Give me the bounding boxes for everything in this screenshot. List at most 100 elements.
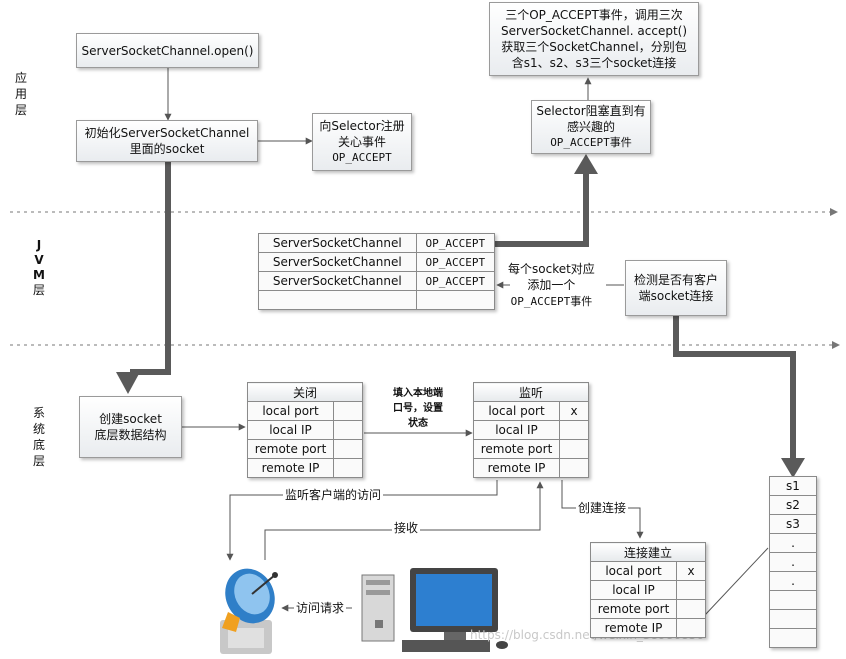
arrow-established-to-queue xyxy=(704,547,769,616)
bind-note: 填入本地端 口号，设置 状态 xyxy=(393,386,443,431)
table-row: local IP xyxy=(247,420,363,440)
box-text: ServerSocketChannel.open() xyxy=(81,43,254,58)
box-text: 检测是否有客户 xyxy=(633,273,718,287)
established-socket-table: 连接建立 local port x local IP remote port re… xyxy=(590,542,706,638)
table-cell: x xyxy=(676,561,706,581)
note-line: 状态 xyxy=(408,418,428,429)
box-text: 底层数据结构 xyxy=(94,428,167,442)
table-cell: OP_ACCEPT xyxy=(415,252,496,272)
table-row: remote IP xyxy=(473,458,589,478)
box-text: 感兴趣的 xyxy=(566,120,615,134)
queue-slot: s3 xyxy=(769,514,817,534)
table-cell xyxy=(333,439,363,459)
table-cell: local IP xyxy=(247,420,334,440)
table-row: 关闭 xyxy=(247,382,363,402)
note-line: 每个socket对应 xyxy=(508,262,595,276)
layer-char: J xyxy=(36,238,42,252)
table-cell: ServerSocketChannel xyxy=(258,271,417,291)
queue-cell xyxy=(769,609,817,629)
table-row: remote port xyxy=(247,439,363,459)
table-cell: remote port xyxy=(247,439,334,459)
table-cell: remote port xyxy=(473,439,560,459)
box-text: 三个OP_ACCEPT事件，调用三次 xyxy=(505,8,683,22)
table-cell xyxy=(333,420,363,440)
note-line: 添加一个 xyxy=(527,278,576,292)
table-title: 监听 xyxy=(473,382,589,402)
box-text: 含s1、s2、s3三个socket连接 xyxy=(511,56,677,70)
layer-char: 应 xyxy=(14,71,27,85)
table-row: remote port xyxy=(590,599,706,619)
table-cell xyxy=(676,599,706,619)
box-text: 创建socket xyxy=(99,412,162,426)
table-row: local port x xyxy=(473,401,589,421)
create-socket-box: 创建socket 底层数据结构 xyxy=(79,396,182,458)
layer-char: V xyxy=(34,253,44,267)
queue-cell: s1 xyxy=(769,476,817,496)
table-cell: remote IP xyxy=(590,618,677,638)
queue-cell: s3 xyxy=(769,514,817,534)
listen-client-label: 监听客户端的访问 xyxy=(283,487,384,503)
table-cell xyxy=(559,420,589,440)
queue-slot: s2 xyxy=(769,495,817,515)
queue-slot: . xyxy=(769,571,817,591)
queue-slot: . xyxy=(769,552,817,572)
receive-label: 接收 xyxy=(392,520,421,536)
separator-arrowhead xyxy=(832,341,840,349)
queue-cell xyxy=(769,628,817,648)
queue-cell: . xyxy=(769,571,817,591)
open-box: ServerSocketChannel.open() xyxy=(76,33,259,68)
table-title: 关闭 xyxy=(247,382,363,402)
thick-arrowhead xyxy=(781,458,805,478)
table-row: ServerSocketChannel OP_ACCEPT xyxy=(258,233,496,253)
create-connection-label: 创建连接 xyxy=(576,500,629,516)
queue-cell: . xyxy=(769,533,817,553)
selector-box: Selector阻塞直到有 感兴趣的 OP_ACCEPT事件 xyxy=(531,100,651,154)
access-request-label: 访问请求 xyxy=(294,600,347,616)
layer-label-system: 系 统 底 层 xyxy=(32,405,46,469)
thick-arrow-init-to-system xyxy=(130,162,171,375)
table-cell: remote IP xyxy=(473,458,560,478)
table-title: 连接建立 xyxy=(590,542,706,562)
init-box: 初始化ServerSocketChannel 里面的socket xyxy=(76,120,258,162)
layer-char: 统 xyxy=(32,422,45,436)
separator-arrowhead xyxy=(830,208,838,216)
table-row: remote IP xyxy=(590,618,706,638)
table-row: 连接建立 xyxy=(590,542,706,562)
table-cell: remote IP xyxy=(247,458,334,478)
note-line: 口号，设置 xyxy=(393,403,443,414)
table-cell: ServerSocketChannel xyxy=(258,233,417,253)
box-text: 获取三个SocketChannel，分别包 xyxy=(501,40,687,54)
accept-box: 三个OP_ACCEPT事件，调用三次 ServerSocketChannel. … xyxy=(489,2,699,76)
table-row: remote port xyxy=(473,439,589,459)
table-cell: OP_ACCEPT xyxy=(415,233,496,253)
table-cell: local port xyxy=(473,401,560,421)
table-cell xyxy=(258,290,417,310)
thick-arrow-table-to-selector xyxy=(495,172,589,247)
table-row xyxy=(258,290,496,310)
table-cell xyxy=(333,401,363,421)
box-text: 初始化ServerSocketChannel xyxy=(84,126,250,140)
box-text: Selector阻塞直到有 xyxy=(536,104,646,118)
table-row: 监听 xyxy=(473,382,589,402)
box-text: OP_ACCEPT事件 xyxy=(550,136,632,149)
table-cell: remote port xyxy=(590,599,677,619)
table-cell: local IP xyxy=(590,580,677,600)
table-row: local IP xyxy=(590,580,706,600)
layer-char: 系 xyxy=(32,406,45,420)
note-line: 填入本地端 xyxy=(393,388,443,399)
table-row: ServerSocketChannel OP_ACCEPT xyxy=(258,252,496,272)
layer-char: 层 xyxy=(14,103,27,117)
layer-char: M xyxy=(33,268,45,282)
table-cell: x xyxy=(559,401,589,421)
table-cell xyxy=(559,439,589,459)
queue-cell: . xyxy=(769,552,817,572)
register-box: 向Selector注册 关心事件 OP_ACCEPT xyxy=(312,113,412,171)
queue-slot xyxy=(769,609,817,629)
table-cell: ServerSocketChannel xyxy=(258,252,417,272)
note-line: OP_ACCEPT事件 xyxy=(510,295,593,308)
table-cell: OP_ACCEPT xyxy=(415,271,496,291)
box-text: ServerSocketChannel. accept() xyxy=(500,24,688,38)
table-row: ServerSocketChannel OP_ACCEPT xyxy=(258,271,496,291)
box-text: OP_ACCEPT xyxy=(332,151,392,164)
layer-label-jvm: J V M 层 xyxy=(32,238,46,298)
